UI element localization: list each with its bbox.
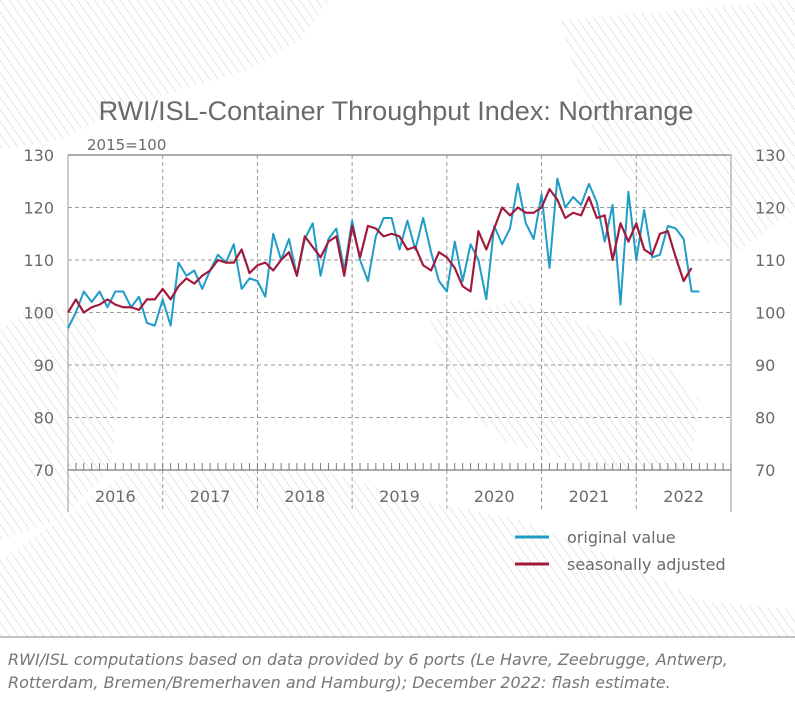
y-tick-label-left: 130 [23, 146, 54, 165]
y-tick-label-left: 110 [23, 251, 54, 270]
legend-label-adjusted: seasonally adjusted [567, 555, 726, 574]
x-tick-label: 2021 [569, 487, 610, 506]
y-tick-label-right: 130 [755, 146, 786, 165]
y-tick-label-left: 120 [23, 199, 54, 218]
y-tick-label-left: 100 [23, 304, 54, 323]
x-tick-label: 2017 [190, 487, 231, 506]
y-tick-label-left: 80 [34, 409, 54, 428]
chart-title: RWI/ISL-Container Throughput Index: Nort… [99, 96, 694, 126]
grid-lines [68, 155, 731, 512]
x-tick-label: 2019 [379, 487, 420, 506]
y-tick-label-right: 70 [755, 461, 775, 480]
y-tick-label-right: 80 [755, 409, 775, 428]
background-map-decoration [0, 0, 795, 637]
y-tick-label-right: 110 [755, 251, 786, 270]
x-tick-label: 2022 [663, 487, 704, 506]
legend-label-original: original value [567, 528, 676, 547]
y-tick-label-right: 120 [755, 199, 786, 218]
map-shape [430, 300, 700, 470]
map-shape [0, 300, 120, 540]
legend: original value seasonally adjusted [515, 528, 726, 574]
chart-subtitle: 2015=100 [87, 136, 166, 154]
map-shape [0, 0, 330, 150]
series-original-value-line [67, 177, 700, 329]
footnote: RWI/ISL computations based on data provi… [8, 650, 728, 692]
x-tick-label: 2018 [284, 487, 325, 506]
y-tick-label-left: 90 [34, 356, 54, 375]
map-shape [0, 470, 795, 637]
series-lines [67, 177, 700, 329]
axes: 70 70 80 80 90 90 100 100 110 110 120 120 130 130 2016… [23, 146, 785, 506]
series-seasonally-adjusted-line [67, 188, 693, 314]
y-tick-label-right: 100 [755, 304, 786, 323]
y-tick-label-right: 90 [755, 356, 775, 375]
x-tick-label: 2016 [95, 487, 136, 506]
y-tick-label-left: 70 [34, 461, 54, 480]
map-shape [560, 0, 795, 250]
x-tick-label: 2020 [474, 487, 515, 506]
